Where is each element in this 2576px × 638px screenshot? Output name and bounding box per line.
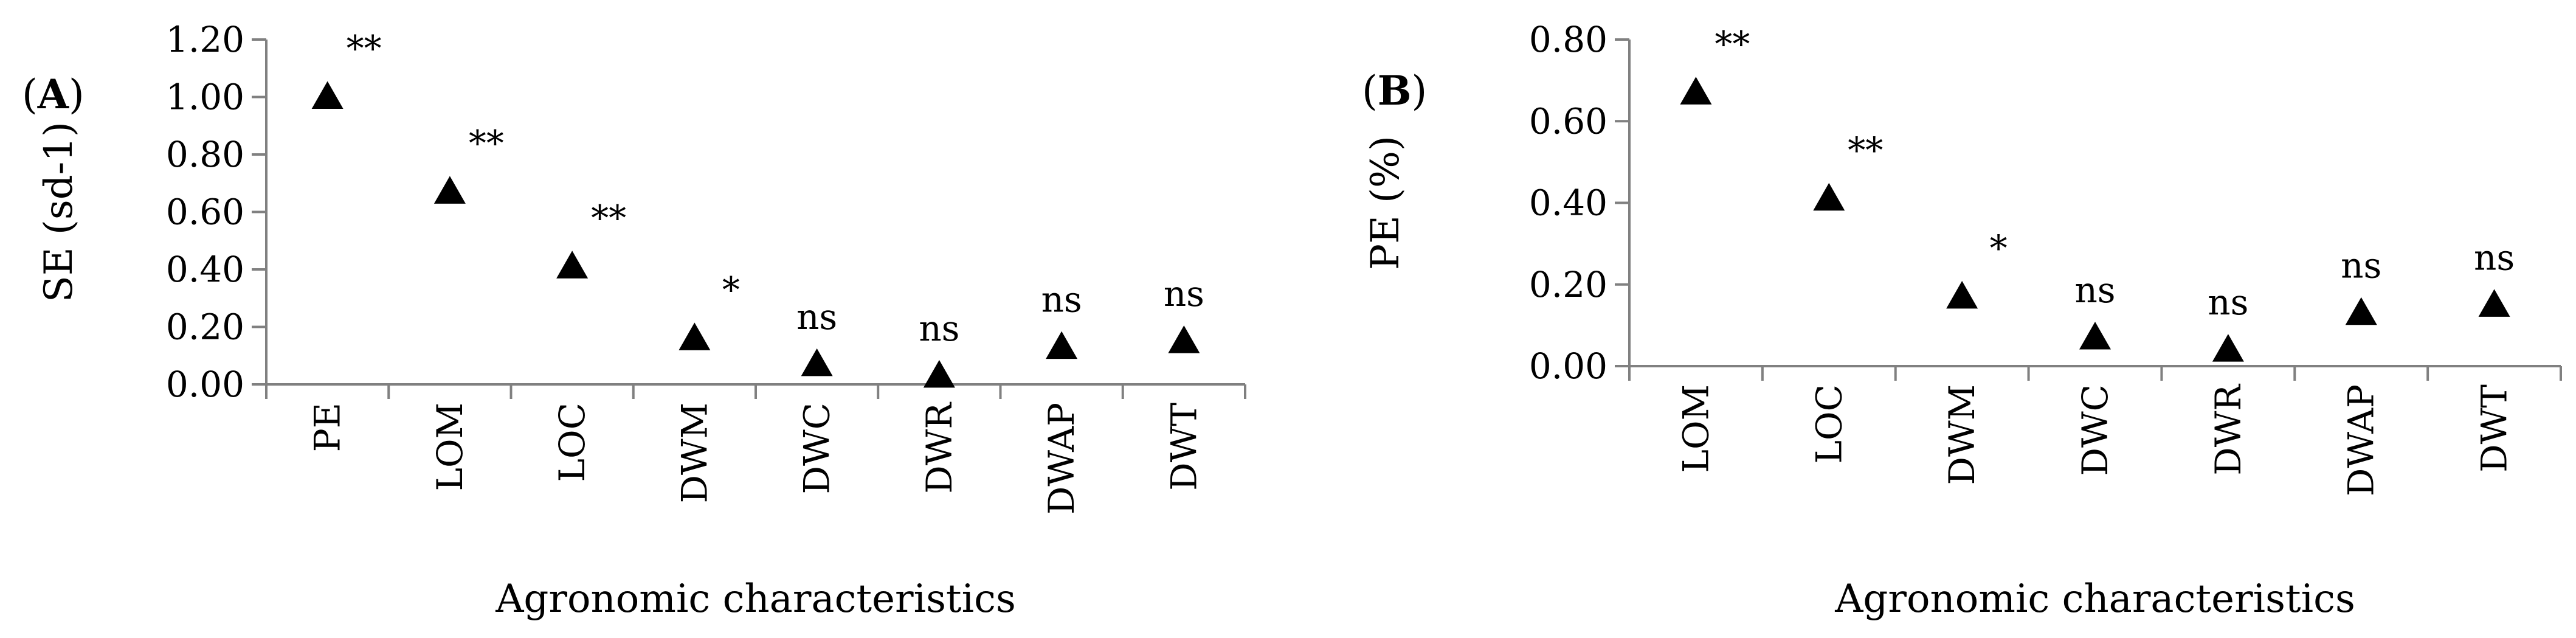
panel-label-open: (	[1362, 68, 1378, 114]
category-label: DWM	[1941, 384, 1983, 485]
significance-label: **	[469, 122, 504, 164]
category-label: DWR	[2208, 383, 2249, 476]
category-label: PE	[307, 403, 348, 452]
panel-label: (B)	[1362, 67, 1427, 114]
y-tick-label: 0.60	[166, 192, 244, 233]
y-tick-label: 0.40	[166, 249, 244, 290]
y-tick-label: 0.60	[1529, 100, 1607, 142]
panel-label-letter: A	[37, 71, 69, 118]
panel-label-close: )	[1412, 68, 1428, 114]
data-point	[1813, 182, 1845, 211]
category-label: LOC	[551, 403, 593, 482]
category-label: DWM	[674, 403, 715, 504]
y-tick-label: 0.80	[1529, 19, 1607, 60]
significance-label: ns	[919, 308, 959, 349]
data-point	[679, 322, 711, 350]
category-label: LOM	[1675, 384, 1716, 473]
panel-label-letter: B	[1378, 67, 1412, 114]
panel-label-close: )	[69, 71, 85, 118]
data-point	[2478, 289, 2510, 317]
y-axis-title: SE (sd-1)	[36, 122, 81, 302]
significance-label: ns	[2341, 245, 2381, 286]
y-tick-label: 1.00	[166, 77, 244, 118]
data-point	[311, 81, 344, 109]
panel-label: (A)	[22, 71, 85, 118]
category-label: LOM	[429, 403, 471, 491]
data-point	[1168, 325, 1200, 353]
category-label: DWT	[2474, 384, 2515, 473]
y-tick-label: 1.20	[166, 19, 244, 60]
significance-label: **	[1714, 23, 1750, 64]
significance-label: *	[722, 269, 740, 310]
significance-label: ns	[2208, 282, 2248, 323]
data-point	[433, 176, 466, 204]
significance-label: **	[591, 197, 626, 238]
category-label: DWT	[1163, 403, 1204, 491]
data-point	[556, 251, 589, 279]
significance-label: **	[347, 28, 382, 69]
category-label: DWAP	[1041, 403, 1082, 515]
significance-label: ns	[1164, 273, 1204, 314]
data-point	[2079, 322, 2111, 350]
data-point	[1946, 280, 1978, 309]
significance-label: **	[1848, 130, 1883, 171]
y-tick-label: 0.20	[166, 307, 244, 348]
significance-label: ns	[2074, 269, 2115, 311]
significance-label: ns	[2474, 237, 2515, 278]
panel-b: 0.00 0.20 0.40 0.60 0.80 LOM LOC DWM DWC DWR DWAP D…	[1362, 19, 2562, 622]
panel-a: 0.00 0.20 0.40 0.60 0.80 1.00 1.20 PE LOM LOC DWM D…	[22, 19, 1246, 622]
significance-label: ns	[1041, 279, 1082, 321]
data-point	[801, 348, 833, 376]
data-point	[1680, 77, 1712, 105]
data-point	[1046, 331, 1078, 359]
y-tick-label: 0.80	[166, 134, 244, 175]
x-axis-title: Agronomic characteristics	[1834, 577, 2355, 622]
y-axis-title: PE (%)	[1363, 136, 1408, 270]
significance-label: *	[1990, 227, 2008, 269]
data-point	[923, 359, 955, 388]
x-axis-title: Agronomic characteristics	[495, 577, 1016, 622]
category-label: DWAP	[2341, 384, 2382, 496]
y-tick-label: 0.40	[1529, 182, 1607, 224]
y-tick-label: 0.20	[1529, 264, 1607, 305]
panel-label-open: (	[22, 71, 38, 118]
y-tick-label: 0.00	[1529, 345, 1607, 387]
category-label: DWC	[2074, 384, 2116, 476]
data-point	[2212, 334, 2244, 362]
y-tick-label: 0.00	[166, 364, 244, 405]
category-label: DWR	[919, 401, 960, 494]
category-label: DWC	[796, 403, 838, 494]
category-label: LOC	[1808, 384, 1849, 463]
significance-label: ns	[796, 296, 837, 338]
data-point	[2345, 297, 2377, 325]
